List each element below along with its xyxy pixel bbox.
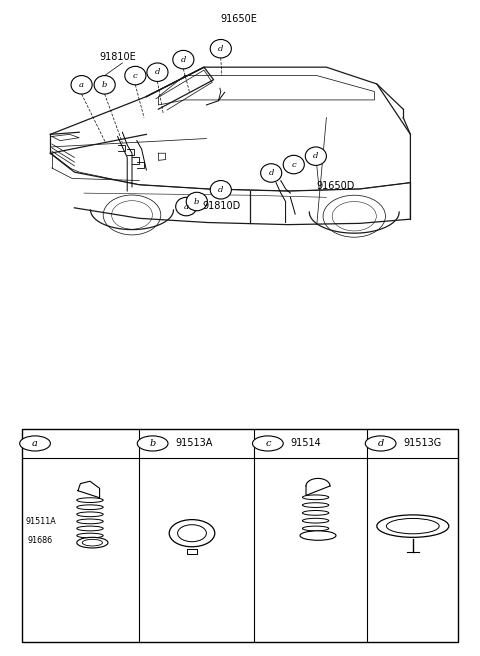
Ellipse shape (77, 519, 103, 523)
Text: d: d (377, 439, 384, 448)
Text: d: d (218, 45, 224, 52)
Text: b: b (194, 197, 200, 205)
Ellipse shape (323, 195, 385, 237)
Text: c: c (133, 72, 138, 79)
Text: b: b (102, 81, 108, 89)
Circle shape (125, 66, 146, 85)
Ellipse shape (302, 510, 329, 515)
Ellipse shape (77, 505, 103, 510)
Text: 91810E: 91810E (99, 52, 136, 62)
Text: 91650E: 91650E (221, 14, 257, 24)
Ellipse shape (77, 498, 103, 502)
Text: d: d (218, 186, 224, 194)
Text: 91511A: 91511A (25, 517, 56, 526)
Text: d: d (180, 56, 186, 64)
Circle shape (147, 63, 168, 81)
Ellipse shape (111, 201, 153, 229)
Ellipse shape (386, 518, 439, 534)
Circle shape (261, 164, 282, 182)
Circle shape (71, 75, 92, 94)
Text: d: d (268, 169, 274, 177)
Text: a: a (32, 439, 38, 448)
Circle shape (94, 75, 115, 94)
Ellipse shape (77, 526, 103, 531)
Ellipse shape (302, 526, 329, 531)
Ellipse shape (300, 531, 336, 541)
Circle shape (176, 197, 197, 216)
Text: a: a (79, 81, 84, 89)
Circle shape (283, 155, 304, 174)
Ellipse shape (77, 512, 103, 517)
Circle shape (210, 39, 231, 58)
Circle shape (365, 436, 396, 451)
Ellipse shape (169, 520, 215, 547)
Text: d: d (155, 68, 160, 76)
Text: 91513A: 91513A (175, 438, 213, 449)
Text: a: a (184, 203, 189, 211)
Text: b: b (149, 439, 156, 448)
Text: 91650D: 91650D (317, 181, 355, 191)
Text: 91686: 91686 (27, 536, 52, 544)
Circle shape (305, 147, 326, 165)
Circle shape (173, 51, 194, 69)
Ellipse shape (302, 495, 329, 500)
Text: 91810D: 91810D (203, 201, 241, 211)
Text: c: c (265, 439, 271, 448)
Circle shape (20, 436, 50, 451)
Text: 91514: 91514 (290, 438, 321, 449)
Ellipse shape (77, 533, 103, 538)
Text: 91513G: 91513G (403, 438, 442, 449)
Ellipse shape (332, 201, 376, 231)
Circle shape (210, 180, 231, 199)
Text: c: c (291, 161, 296, 169)
Text: d: d (313, 152, 319, 160)
Ellipse shape (77, 537, 108, 548)
Ellipse shape (103, 195, 161, 235)
Bar (22, 429, 458, 642)
Circle shape (186, 192, 207, 211)
Circle shape (252, 436, 283, 451)
Ellipse shape (302, 502, 329, 508)
Ellipse shape (83, 539, 103, 546)
Ellipse shape (178, 525, 206, 542)
Ellipse shape (377, 515, 449, 537)
Ellipse shape (302, 518, 329, 523)
Circle shape (137, 436, 168, 451)
